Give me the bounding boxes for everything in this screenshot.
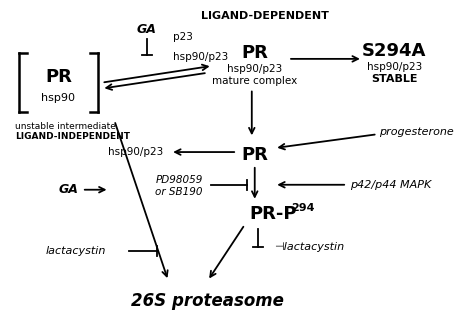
Text: hsp90/p23: hsp90/p23 [366,62,422,72]
Text: PR: PR [45,68,72,86]
Text: PR: PR [241,146,268,164]
Text: hsp90/p23: hsp90/p23 [108,147,164,157]
Text: LIGAND-INDEPENDENT: LIGAND-INDEPENDENT [15,132,130,141]
Text: STABLE: STABLE [371,74,418,84]
Text: ⊣lactacystin: ⊣lactacystin [274,242,345,252]
Text: progesterone: progesterone [380,127,454,137]
Text: S294A: S294A [362,42,426,60]
Text: or SB190: or SB190 [155,187,203,197]
Text: PD98059: PD98059 [155,175,203,185]
Text: GA: GA [137,23,156,36]
Text: PR: PR [241,44,268,62]
Text: LIGAND-DEPENDENT: LIGAND-DEPENDENT [201,11,328,21]
Text: hsp90/p23: hsp90/p23 [227,64,283,74]
Text: lactacystin: lactacystin [46,246,106,256]
Text: hsp90: hsp90 [41,93,75,102]
Text: 294: 294 [291,203,315,213]
Text: hsp90/p23: hsp90/p23 [173,52,228,62]
Text: p42/p44 MAPK: p42/p44 MAPK [350,180,431,190]
Text: PR-P: PR-P [250,205,297,223]
Text: 26S proteasome: 26S proteasome [131,292,284,310]
Text: p23: p23 [173,32,193,42]
Text: GA: GA [58,183,78,196]
Text: unstable intermediate: unstable intermediate [15,122,116,131]
Text: mature complex: mature complex [212,76,297,86]
